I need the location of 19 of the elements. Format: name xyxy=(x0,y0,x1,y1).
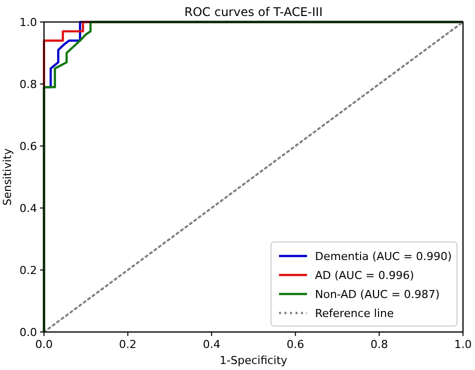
y-tick-label: 0.8 xyxy=(20,78,37,91)
y-tick-label: 0.6 xyxy=(20,140,37,153)
y-tick-label: 0.4 xyxy=(20,202,37,215)
legend-label: AD (AUC = 0.996) xyxy=(315,268,414,282)
x-tick-label: 0.6 xyxy=(286,338,304,351)
legend-label: Dementia (AUC = 0.990) xyxy=(315,250,452,263)
y-axis-title: Sensitivity xyxy=(1,148,14,206)
y-tick-label: 0.2 xyxy=(20,264,37,277)
x-axis-title: 1-Specificity xyxy=(220,354,288,367)
x-tick-label: 0.2 xyxy=(119,338,137,351)
x-tick-label: 1.0 xyxy=(454,338,472,351)
y-tick-label: 0.0 xyxy=(20,326,37,339)
y-tick-label: 1.0 xyxy=(20,16,37,29)
x-tick-label: 0.8 xyxy=(370,338,388,351)
legend-label: Reference line xyxy=(315,306,394,320)
x-tick-label: 0.4 xyxy=(202,338,220,351)
legend-label: Non-AD (AUC = 0.987) xyxy=(315,288,440,301)
chart-title: ROC curves of T-ACE-III xyxy=(184,5,323,19)
x-tick-label: 0.0 xyxy=(35,338,53,351)
